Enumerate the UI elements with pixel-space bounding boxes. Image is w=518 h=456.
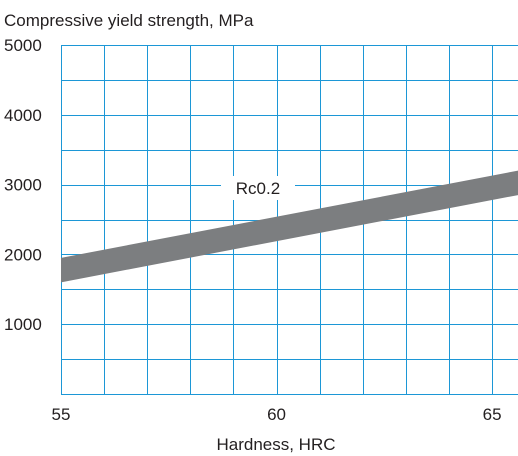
y-tick-label: 3000 (4, 176, 42, 195)
band-label-background (221, 176, 295, 200)
x-axis-label: Hardness, HRC (216, 435, 335, 454)
band-label-text: Rc0.2 (236, 179, 280, 198)
rc02-band (61, 170, 518, 283)
band-label: Rc0.2 (221, 176, 295, 200)
y-tick-labels: 5000 4000 3000 2000 1000 (4, 36, 42, 334)
y-tick-label: 5000 (4, 36, 42, 55)
y-tick-label: 2000 (4, 245, 42, 264)
x-tick-labels: 55 60 65 (52, 405, 502, 424)
chart-title: Compressive yield strength, MPa (4, 11, 254, 30)
y-tick-label: 1000 (4, 315, 42, 334)
x-tick-label: 65 (483, 405, 502, 424)
x-tick-label: 55 (52, 405, 71, 424)
y-tick-label: 4000 (4, 106, 42, 125)
x-tick-label: 60 (267, 405, 286, 424)
